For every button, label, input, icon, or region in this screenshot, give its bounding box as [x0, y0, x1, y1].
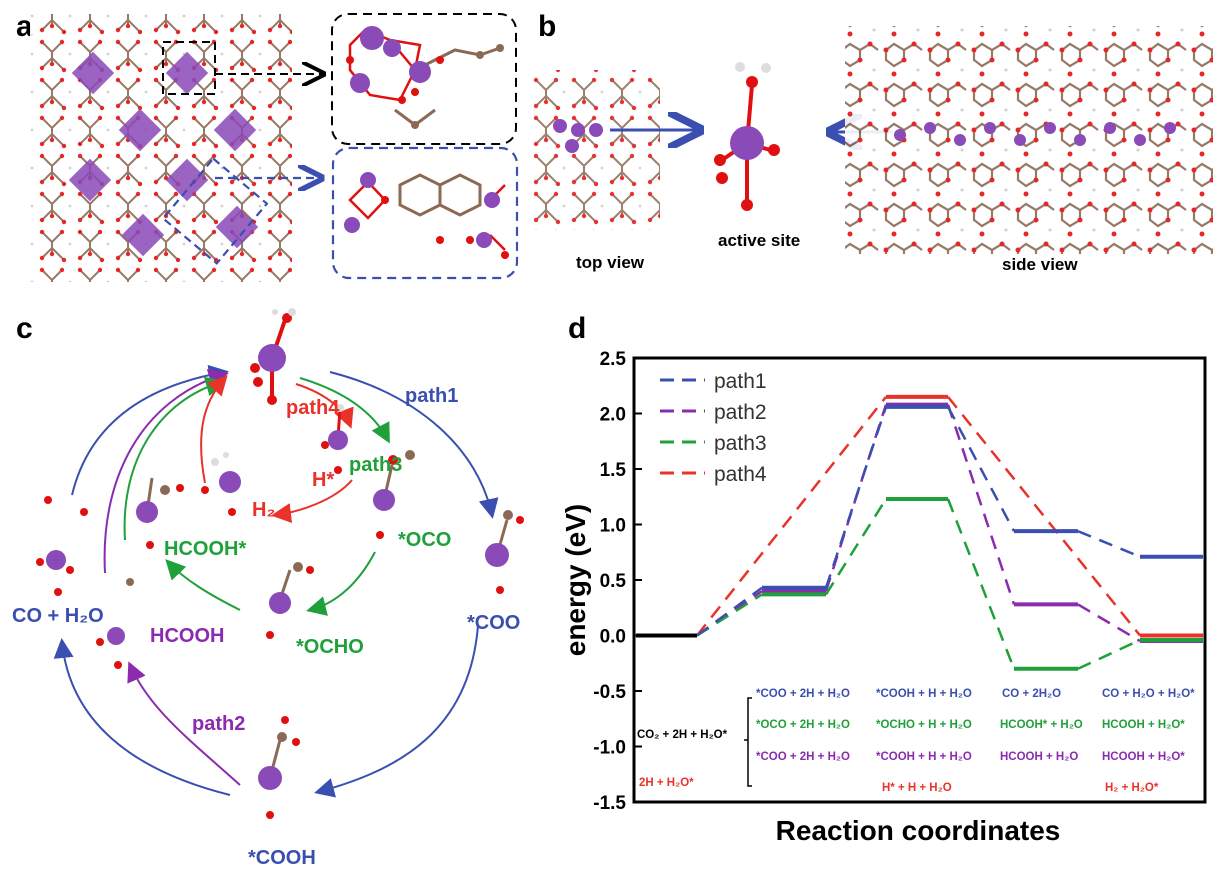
active-site-model: [714, 62, 780, 211]
path4-connector: [696, 396, 887, 637]
anno-s4-path1: CO + H₂O + H₂O*: [1102, 688, 1195, 700]
y-tick-label: -0.5: [593, 682, 626, 703]
path4-connector: [947, 396, 1141, 637]
anno-state0-red: 2H + H₂O*: [639, 777, 694, 789]
path4-label: path4: [286, 397, 340, 419]
path3-connector: [824, 498, 888, 596]
oco-label: *OCO: [398, 529, 451, 551]
path2-connector: [1077, 603, 1141, 643]
side-view-label: side view: [1002, 255, 1078, 274]
anno-s3-path1: CO + 2H₂O: [1002, 688, 1061, 700]
legend-path2: path2: [714, 401, 767, 424]
anno-s2-path3: *OCHO + H + H₂O: [876, 719, 972, 731]
legend-path4: path4: [714, 463, 767, 486]
panel-c-label: c: [16, 312, 33, 345]
zoom-inset-metal-cluster: [331, 13, 517, 145]
anno-s4-path3: HCOOH + H₂O*: [1102, 719, 1185, 731]
hcooh-label: HCOOH: [150, 625, 224, 647]
top-view-structure: [530, 70, 660, 230]
state-annotations: CO₂ + 2H + H₂O* 2H + H₂O* *COO + 2H + H₂…: [637, 688, 1195, 794]
path2-connector: [946, 404, 1016, 605]
anno-s4-red: H₂ + H₂O*: [1105, 782, 1159, 794]
y-tick-label: 1.0: [600, 516, 626, 537]
y-tick-label: -1.5: [593, 793, 626, 814]
top-view-label: top view: [576, 253, 645, 272]
ocho-label: *OCHO: [296, 636, 364, 658]
cooh-label: *COOH: [248, 847, 316, 869]
y-tick-label: 0.0: [600, 627, 626, 648]
legend: path1 path2 path3 path4: [660, 370, 767, 486]
anno-s2-path2: *COOH + H + H₂O: [876, 751, 972, 763]
anno-s1-path1: *COO + 2H + H₂O: [756, 688, 850, 700]
y-tick-label: 2.5: [600, 349, 627, 370]
anno-s2-red: H* + H + H₂O: [882, 782, 952, 794]
y-axis: -1.5 -1.0 -0.5 0.0 0.5 1.0 1.5 2.0 2.5: [593, 349, 642, 814]
path3-connector: [946, 498, 1016, 670]
panel-d-label: d: [568, 312, 586, 345]
path1-connector: [946, 406, 1016, 532]
anno-s4-path2: HCOOH + H₂O*: [1102, 751, 1185, 763]
y-axis-title: energy (eV): [560, 504, 591, 657]
path1-connector: [696, 586, 763, 637]
series-layer: [636, 394, 1203, 671]
path3-connector: [1077, 638, 1141, 670]
legend-path3: path3: [714, 432, 767, 455]
co-h2o-label: CO + H₂O: [12, 605, 104, 627]
h-star-label: H*: [312, 469, 334, 491]
anno-state0: CO₂ + 2H + H₂O*: [637, 729, 728, 741]
y-tick-label: 1.5: [600, 460, 627, 481]
anno-s1-path2: *COO + 2H + H₂O: [756, 751, 850, 763]
anno-s3-path3: HCOOH* + H₂O: [1000, 719, 1083, 731]
active-site-label: active site: [718, 231, 800, 250]
y-tick-label: -1.0: [593, 738, 626, 759]
cycle-molecule-models: [36, 308, 524, 819]
panel-a-label: a: [16, 10, 33, 43]
h2-label: H₂: [252, 499, 275, 521]
mof-framework-image: [30, 14, 292, 282]
side-view-structure: [845, 26, 1213, 254]
path1-connector: [1077, 530, 1141, 558]
panel-b-label: b: [538, 10, 556, 43]
x-axis-title: Reaction coordinates: [776, 815, 1061, 846]
anno-s3-path2: HCOOH + H₂O: [1000, 751, 1078, 763]
zoom-inset-linker: [331, 146, 519, 280]
cycle-arrows: [53, 364, 499, 798]
path1-connector: [824, 406, 888, 589]
anno-s1-path3: *OCO + 2H + H₂O: [756, 719, 850, 731]
y-tick-label: 0.5: [600, 571, 627, 592]
path1-label: path1: [405, 385, 458, 407]
path3-label: path3: [349, 454, 402, 476]
legend-path1: path1: [714, 370, 767, 393]
y-tick-label: 2.0: [600, 405, 626, 426]
path2-label: path2: [192, 713, 245, 735]
hcooh-star-label: HCOOH*: [164, 538, 246, 560]
coo-label: *COO: [467, 612, 520, 634]
anno-s2-path1: *COOH + H + H₂O: [876, 688, 972, 700]
